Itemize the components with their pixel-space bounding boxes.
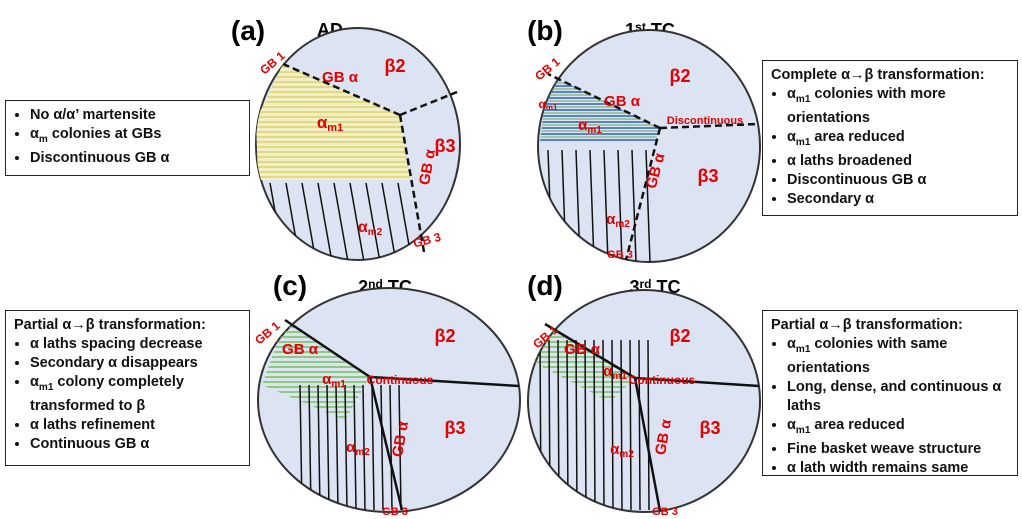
region-label: β3 xyxy=(700,418,721,438)
region-label: β2 xyxy=(670,66,691,86)
text-part: area reduced xyxy=(810,417,904,433)
notes-box: Complete α→β transformation:αm1 colonies… xyxy=(762,60,1018,216)
region-label: β3 xyxy=(698,166,719,186)
region-label: β2 xyxy=(435,326,456,346)
region-label: β3 xyxy=(445,418,466,438)
region-label: GB α xyxy=(282,341,319,358)
note-item: Secondary α disappears xyxy=(30,354,241,373)
note-item: Long, dense, and continuous α laths xyxy=(787,378,1009,416)
notes-list: αm1 colonies with more orientationsαm1 a… xyxy=(771,85,1009,209)
subscript: m1 xyxy=(612,371,627,382)
text-part: m1 xyxy=(39,382,53,393)
superscript: rd xyxy=(640,277,652,291)
note-item: α laths spacing decrease xyxy=(30,335,241,354)
notes-heading: Complete α→β transformation: xyxy=(771,66,1009,85)
text-part: α xyxy=(317,113,328,132)
text-part: α xyxy=(30,126,39,142)
panel-label: (b) xyxy=(527,15,563,46)
note-item: Discontinuous GB α xyxy=(30,149,241,168)
note-item: α laths broadened xyxy=(787,152,1009,171)
subscript: m1 xyxy=(546,103,558,112)
figure: (a)ADGB 1GB αβ2αm1β3GB ααm2GB 3(b)1st TC… xyxy=(0,0,1022,519)
notes-heading: Partial α→β transformation: xyxy=(14,316,241,335)
text-part: m1 xyxy=(796,94,810,105)
panel-label: (d) xyxy=(527,270,563,301)
text-part: m1 xyxy=(796,425,810,436)
notes-box: Partial α→β transformation:αm1 colonies … xyxy=(762,310,1018,476)
notes-box: Partial α→β transformation:α laths spaci… xyxy=(5,310,250,466)
subscript: m1 xyxy=(327,122,343,134)
grain-circle xyxy=(258,288,520,512)
region-label: GB 3 xyxy=(652,506,678,518)
notes-list: α laths spacing decreaseSecondary α disa… xyxy=(14,335,241,454)
region-label: GB α xyxy=(322,69,359,86)
text-part: α xyxy=(30,374,39,390)
note-item: αm1 area reduced xyxy=(787,416,1009,440)
text-part: colonies at GBs xyxy=(48,126,162,142)
note-item: αm1 colonies with more orientations xyxy=(787,85,1009,128)
notes-list: αm1 colonies with same orientationsLong,… xyxy=(771,335,1009,478)
notes-heading: Partial α→β transformation: xyxy=(771,316,1009,335)
alpha-lath xyxy=(639,340,640,510)
note-item: αm1 colonies with same orientations xyxy=(787,335,1009,378)
region-label: GB α xyxy=(564,341,601,358)
text-part: m1 xyxy=(796,344,810,355)
text-part: area reduced xyxy=(810,129,904,145)
region-label: GB 3 xyxy=(607,249,633,261)
region-label: Continuous xyxy=(367,373,434,387)
note-item: No α/α’ martensite xyxy=(30,106,241,125)
alpha-lath xyxy=(549,340,550,510)
note-item: αm1 colony completely transformed to β xyxy=(30,373,241,416)
subscript: m2 xyxy=(368,227,383,238)
subscript: m1 xyxy=(331,379,346,390)
alpha-lath xyxy=(621,340,622,510)
text-part: α xyxy=(787,336,796,352)
note-item: α laths refinement xyxy=(30,416,241,435)
text-part: colonies with more orientations xyxy=(787,86,946,126)
text-part: colony completely transformed to β xyxy=(30,374,184,414)
text-part: α xyxy=(787,86,796,102)
text-part: m1 xyxy=(796,137,810,148)
note-item: αm colonies at GBs xyxy=(30,125,241,149)
region-label: Discontinuous xyxy=(667,115,743,127)
region-label: GB 3 xyxy=(382,506,408,518)
region-label: Continuous xyxy=(629,373,696,387)
text-part: α xyxy=(787,417,796,433)
alpha-lath xyxy=(630,340,631,510)
note-item: Discontinuous GB α xyxy=(787,171,1009,190)
alpha-lath xyxy=(576,340,577,510)
alpha-lath xyxy=(540,340,541,510)
note-item: Fine basket weave structure xyxy=(787,440,1009,459)
panel-label: (c) xyxy=(273,270,307,301)
subscript: m2 xyxy=(355,447,370,458)
alpha-lath xyxy=(558,340,559,510)
note-item: Continuous GB α xyxy=(30,435,241,454)
alpha-lath xyxy=(585,340,586,510)
region-label: GB α xyxy=(604,93,641,110)
alpha-lath xyxy=(648,340,649,510)
notes-list: No α/α’ martensiteαm colonies at GBsDisc… xyxy=(14,106,241,168)
note-item: α lath width remains same xyxy=(787,459,1009,478)
note-item: Secondary α xyxy=(787,190,1009,209)
alpha-lath xyxy=(594,340,595,510)
note-item: αm1 area reduced xyxy=(787,128,1009,152)
grain-circle xyxy=(528,290,760,512)
text-part: α xyxy=(358,219,368,236)
text-part: m xyxy=(39,134,48,145)
notes-box: No α/α’ martensiteαm colonies at GBsDisc… xyxy=(5,100,250,176)
subscript: m2 xyxy=(615,219,630,230)
region-label: β2 xyxy=(670,326,691,346)
panel-label: (a) xyxy=(231,15,265,46)
subscript: m2 xyxy=(619,449,634,460)
text-part: colonies with same orientations xyxy=(787,336,947,376)
text-part: α xyxy=(787,129,796,145)
region-label: β2 xyxy=(385,56,406,76)
subscript: m1 xyxy=(587,125,602,136)
